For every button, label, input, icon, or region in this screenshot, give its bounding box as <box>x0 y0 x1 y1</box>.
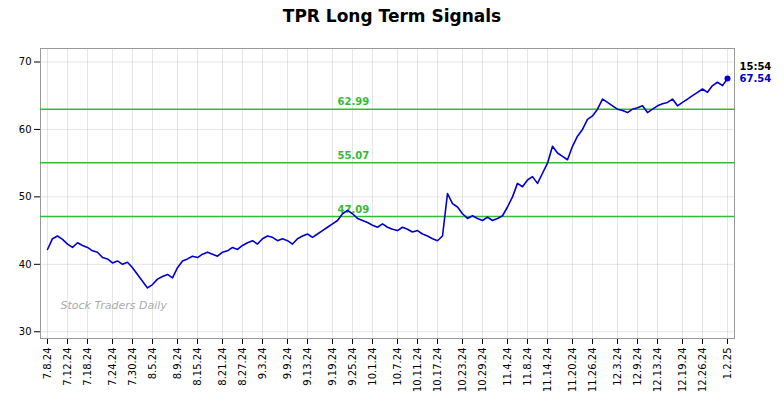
svg-text:70: 70 <box>19 56 32 67</box>
svg-text:9.3.24: 9.3.24 <box>257 348 268 380</box>
svg-text:8.21.24: 8.21.24 <box>217 348 228 386</box>
svg-text:7.30.24: 7.30.24 <box>127 348 138 386</box>
svg-text:30: 30 <box>19 326 32 337</box>
svg-text:12.3.24: 12.3.24 <box>612 348 623 386</box>
svg-text:11.4.24: 11.4.24 <box>502 348 513 386</box>
svg-text:10.1.24: 10.1.24 <box>367 348 378 386</box>
svg-text:7.24.24: 7.24.24 <box>107 348 118 386</box>
svg-text:8.15.24: 8.15.24 <box>192 348 203 386</box>
svg-text:12.19.24: 12.19.24 <box>677 348 688 393</box>
svg-text:12.9.24: 12.9.24 <box>632 348 643 386</box>
svg-text:7.12.24: 7.12.24 <box>62 348 73 386</box>
svg-text:10.17.24: 10.17.24 <box>432 348 443 393</box>
svg-text:8.9.24: 8.9.24 <box>172 348 183 380</box>
svg-text:10.7.24: 10.7.24 <box>392 348 403 386</box>
svg-text:7.18.24: 7.18.24 <box>82 348 93 386</box>
svg-text:11.26.24: 11.26.24 <box>587 348 598 393</box>
html-text:TPR Long Term Signals: TPR Long Term Signals <box>282 6 502 26</box>
svg-text:60: 60 <box>19 124 32 135</box>
svg-text:11.20.24: 11.20.24 <box>567 348 578 393</box>
svg-text:12.26.24: 12.26.24 <box>697 348 708 393</box>
svg-text:55.07: 55.07 <box>338 150 370 161</box>
svg-text:12.13.24: 12.13.24 <box>652 348 663 393</box>
svg-text:10.11.24: 10.11.24 <box>412 348 423 393</box>
svg-text:67.54: 67.54 <box>740 73 772 84</box>
svg-text:8.5.24: 8.5.24 <box>147 348 158 380</box>
svg-text:40: 40 <box>19 259 32 270</box>
svg-text:47.09: 47.09 <box>337 203 370 215</box>
svg-text:10.23.24: 10.23.24 <box>457 348 468 393</box>
svg-text:9.9.24: 9.9.24 <box>282 348 293 380</box>
svg-text:1.2.25: 1.2.25 <box>722 348 733 380</box>
svg-text:15:54: 15:54 <box>740 61 772 72</box>
svg-text:9.19.24: 9.19.24 <box>327 348 338 386</box>
svg-text:10.29.24: 10.29.24 <box>477 348 488 393</box>
svg-text:9.13.24: 9.13.24 <box>302 348 313 386</box>
svg-text:50: 50 <box>19 191 32 202</box>
svg-text:9.25.24: 9.25.24 <box>347 348 358 386</box>
svg-text:62.99: 62.99 <box>338 96 370 107</box>
svg-text:7.8.24: 7.8.24 <box>42 348 53 380</box>
svg-text:11.14.24: 11.14.24 <box>542 348 553 393</box>
svg-text:11.8.24: 11.8.24 <box>522 348 533 386</box>
svg-text:8.27.24: 8.27.24 <box>237 348 248 386</box>
svg-text:Stock Traders Daily: Stock Traders Daily <box>61 299 168 312</box>
